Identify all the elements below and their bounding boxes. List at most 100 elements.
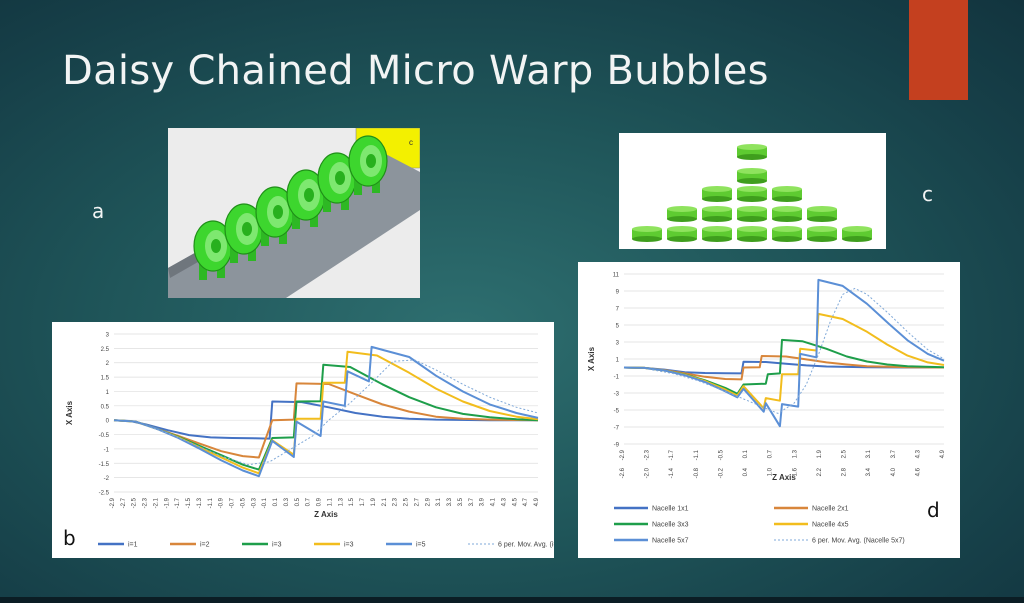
x-tick-label: 1.7 (360, 497, 366, 506)
y-tick-label: 7 (616, 307, 620, 313)
ring-group (193, 135, 388, 280)
x-tick-label: 2.7 (414, 497, 420, 506)
pyramid-disk (737, 206, 767, 222)
x-tick-label: 4.1 (491, 497, 497, 506)
x-tick-label: -1.5 (186, 497, 192, 508)
legend-item: Nacelle 3x3 (614, 522, 689, 529)
legend-label: Nacelle 5x7 (652, 538, 689, 545)
y-tick-label: -2 (104, 476, 110, 482)
series-line-4 (113, 350, 539, 475)
disk-top (667, 206, 697, 212)
legend-label: Nacelle 1x1 (652, 506, 689, 513)
ring-6 (348, 135, 388, 195)
pyramid-disk (772, 206, 802, 222)
disk-bottom (807, 236, 837, 242)
y-tick-label: -5 (614, 409, 620, 415)
ring-core (273, 205, 283, 219)
y-tick-label: -9 (614, 443, 620, 449)
disk-top (772, 226, 802, 232)
x-tick-label: 0.1 (743, 449, 749, 458)
x-tick-label: -0.2 (718, 467, 724, 478)
ring-3 (255, 186, 295, 246)
x-tick-label: -0.3 (251, 497, 257, 508)
x-tick-label: 0.3 (284, 497, 290, 506)
disk-bottom (842, 236, 872, 242)
ring-core (211, 239, 221, 253)
label-a: a (92, 199, 105, 223)
x-tick-label: 1.1 (327, 497, 333, 506)
disk-body (737, 209, 767, 219)
x-tick-label: 1.3 (338, 497, 344, 506)
legend-label: Nacelle 2x1 (812, 506, 849, 513)
disk-top (737, 226, 767, 232)
disk-bottom (737, 178, 767, 184)
x-tick-label: -1.1 (208, 497, 214, 508)
bottom-strip (0, 597, 1024, 603)
legend-item: Nacelle 2x1 (774, 506, 849, 513)
disk-bottom (667, 216, 697, 222)
legend-item: i=1 (98, 542, 138, 549)
disk-top (667, 226, 697, 232)
disk-top (737, 168, 767, 174)
y-tick-label: 1.5 (101, 376, 110, 382)
x-tick-label: 2.8 (842, 467, 848, 476)
disk-bottom (702, 196, 732, 202)
nacelle-pyramid-image (619, 133, 886, 249)
legend-item: 6 per. Mov. Avg. (Nacelle 5x7) (774, 538, 905, 545)
disk-body (737, 229, 767, 239)
disk-body (702, 209, 732, 219)
x-tick-label: 0.9 (317, 497, 323, 506)
disk-body (737, 171, 767, 181)
disk-top (807, 206, 837, 212)
y-tick-label: 1 (616, 358, 620, 364)
x-tick-label: -2.3 (143, 497, 149, 508)
pyramid-disk (842, 226, 872, 242)
x-tick-label: -2.9 (110, 497, 116, 508)
disk-body (807, 229, 837, 239)
ring-2 (224, 203, 264, 263)
disk-top (702, 226, 732, 232)
disk-bottom (737, 236, 767, 242)
y-tick-label: -7 (614, 426, 620, 432)
x-tick-label: 0.1 (273, 497, 279, 506)
ring-core (242, 222, 252, 236)
y-axis-title: X Axis (65, 400, 74, 425)
series-line-5 (113, 345, 539, 478)
x-tick-label: 1.0 (768, 467, 774, 476)
x-tick-label: 3.1 (866, 449, 872, 458)
x-tick-label: 4.0 (891, 467, 897, 476)
y-tick-label: -2.5 (99, 491, 110, 497)
legend-item: Nacelle 4x5 (774, 522, 849, 529)
x-tick-label: 4.3 (501, 497, 507, 506)
disk-bottom (807, 216, 837, 222)
pyramid-disk (667, 226, 697, 242)
label-d: d (927, 498, 940, 522)
render-svg: c (168, 128, 420, 298)
x-tick-label: 3.3 (447, 497, 453, 506)
legend-label: Nacelle 4x5 (812, 522, 849, 529)
legend-item: i=3 (242, 542, 282, 549)
legend-item: i=3 (314, 542, 354, 549)
y-tick-label: 11 (613, 273, 620, 279)
y-tick-label: 2 (106, 361, 110, 367)
disk-body (737, 147, 767, 157)
x-tick-label: 3.5 (458, 497, 464, 506)
y-tick-label: 0.5 (101, 404, 110, 410)
x-tick-label: 2.1 (382, 497, 388, 506)
x-tick-label: 2.5 (842, 449, 848, 458)
disk-body (702, 229, 732, 239)
y-tick-label: 9 (616, 290, 620, 296)
legend-label: i=1 (128, 542, 138, 549)
x-tick-label: 3.9 (480, 497, 486, 506)
disk-top (842, 226, 872, 232)
x-tick-label: -2.6 (620, 467, 626, 478)
x-tick-label: -2.0 (645, 467, 651, 478)
disk-top (702, 206, 732, 212)
disk-bottom (737, 216, 767, 222)
x-tick-label: -2.1 (153, 497, 159, 508)
label-b: b (63, 526, 76, 550)
x-tick-label: -1.7 (669, 449, 675, 460)
disk-top (632, 226, 662, 232)
x-tick-label: 4.3 (915, 449, 921, 458)
pyramid-disk (702, 186, 732, 202)
